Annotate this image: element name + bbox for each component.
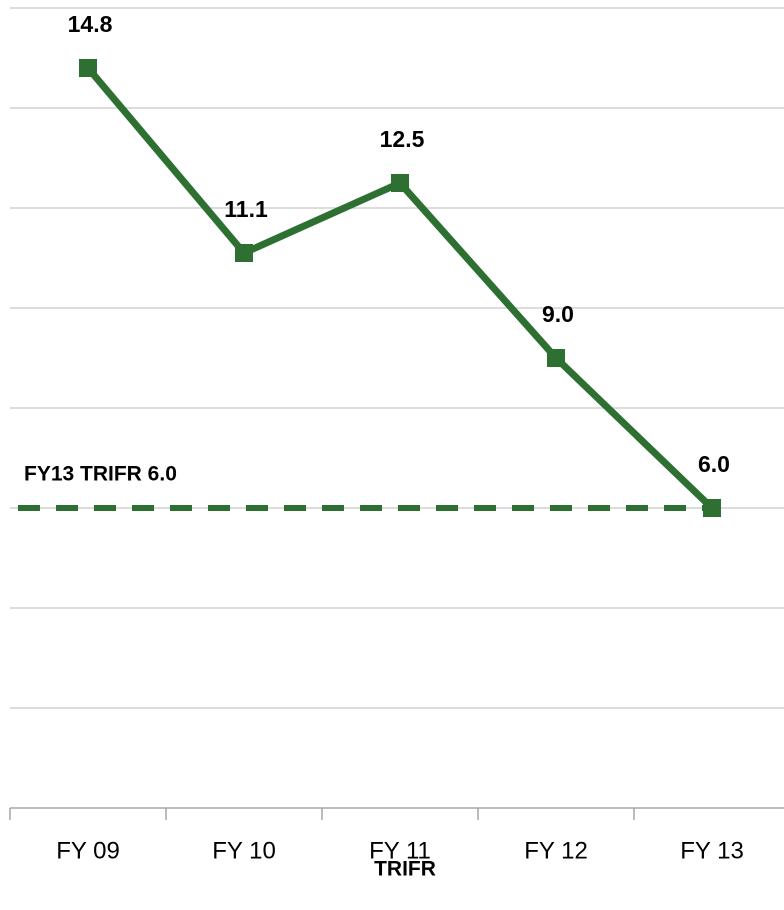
target-label: FY13 TRIFR 6.0 [24, 463, 177, 486]
data-label: 14.8 [68, 11, 113, 37]
marker [703, 499, 721, 517]
x-tick-label: FY 13 [680, 837, 744, 864]
data-label: 9.0 [542, 301, 574, 327]
x-tick-label: FY 12 [524, 837, 588, 864]
data-label: 11.1 [224, 196, 268, 222]
x-axis-label: TRIFR [374, 858, 436, 881]
x-tick-label: FY 11 [369, 837, 431, 864]
marker [547, 349, 565, 367]
data-label: 12.5 [380, 126, 425, 152]
marker [391, 174, 409, 192]
x-tick-label: FY 10 [212, 837, 276, 864]
marker [235, 244, 253, 262]
x-tick-label: FY 09 [56, 837, 120, 864]
marker [79, 59, 97, 77]
data-label: 6.0 [698, 451, 730, 477]
